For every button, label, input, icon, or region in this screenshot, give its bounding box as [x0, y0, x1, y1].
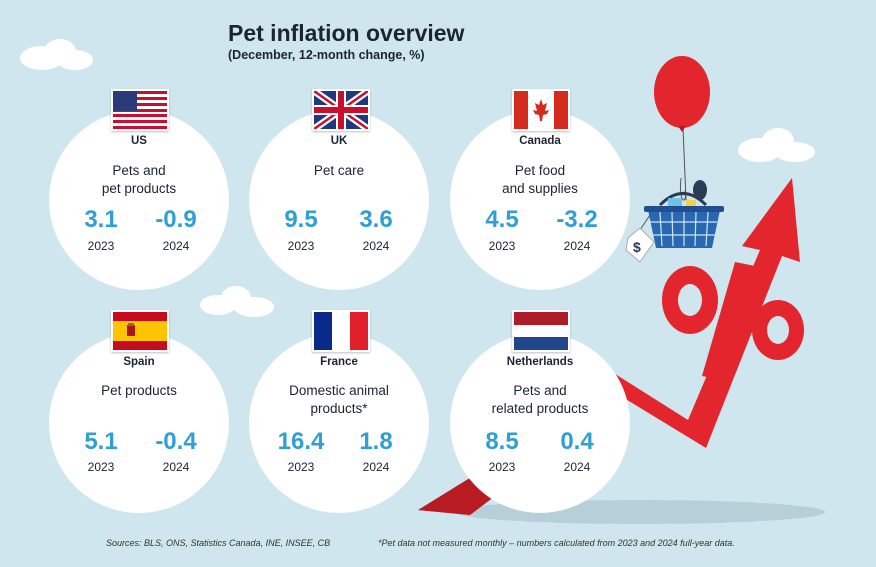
percent-sign-icon [662, 262, 804, 380]
sources-note: Sources: BLS, ONS, Statistics Canada, IN… [106, 538, 331, 548]
year-label: 2023 [287, 460, 315, 474]
cloud-icon [738, 128, 815, 162]
footnote: *Pet data not measured monthly – numbers… [378, 538, 735, 548]
category-label: pet products [101, 181, 177, 196]
year-label: 2024 [362, 460, 390, 474]
country-label: France [320, 356, 358, 368]
france-flag-icon [312, 310, 370, 352]
category-label: Domestic animal [289, 383, 389, 398]
country-label: Netherlands [506, 356, 574, 368]
year-label: 2023 [287, 239, 315, 253]
page-subtitle: (December, 12-month change, %) [228, 48, 425, 62]
svg-text:$: $ [633, 239, 641, 255]
value-2023: 3.1 [84, 206, 118, 233]
cloud-icon [20, 39, 93, 70]
value-2024: 0.4 [560, 428, 594, 455]
value-2023: 9.5 [284, 206, 318, 233]
country-card-us [49, 110, 229, 290]
spain-flag-icon [111, 310, 169, 352]
country-card-netherlands [450, 333, 630, 513]
country-label: Spain [123, 356, 155, 368]
year-label: 2023 [87, 239, 115, 253]
year-label: 2024 [362, 239, 390, 253]
canada-flag-icon [512, 89, 570, 131]
value-2024: -3.2 [556, 206, 598, 233]
value-2024: 3.6 [359, 206, 393, 233]
country-label: US [131, 135, 147, 147]
country-card-canada [450, 110, 630, 290]
category-label: and supplies [502, 181, 578, 196]
category-label: Pet products [101, 383, 177, 398]
category-label: Pet care [313, 163, 365, 178]
value-2023: 16.4 [277, 428, 325, 455]
category-label: Pets and [112, 163, 166, 178]
shopping-basket-icon [644, 180, 724, 248]
country-card-france [249, 333, 429, 513]
category-label: related products [491, 401, 589, 416]
value-2023: 8.5 [485, 428, 519, 455]
year-label: 2023 [488, 239, 516, 253]
year-label: 2024 [563, 460, 591, 474]
country-label: UK [330, 135, 348, 147]
category-label: products* [310, 401, 368, 416]
balloon-icon [654, 56, 710, 201]
country-card-uk [249, 110, 429, 290]
year-label: 2024 [162, 239, 190, 253]
year-label: 2024 [162, 460, 190, 474]
cloud-icon [200, 286, 274, 317]
value-2023: 4.5 [485, 206, 519, 233]
us-flag-icon [111, 89, 169, 131]
page-title: Pet inflation overview [228, 20, 465, 46]
year-label: 2023 [87, 460, 115, 474]
category-label: Pets and [513, 383, 567, 398]
country-label: Canada [519, 135, 561, 147]
uk-flag-icon [312, 89, 370, 131]
year-label: 2024 [563, 239, 591, 253]
netherlands-flag-icon [512, 310, 570, 352]
value-2024: 1.8 [359, 428, 393, 455]
year-label: 2023 [488, 460, 516, 474]
value-2024: -0.4 [155, 428, 197, 455]
value-2023: 5.1 [84, 428, 118, 455]
category-label: Pet food [514, 163, 566, 178]
price-tag-icon: $ [625, 214, 655, 263]
country-card-spain [49, 333, 229, 513]
value-2024: -0.9 [155, 206, 197, 233]
